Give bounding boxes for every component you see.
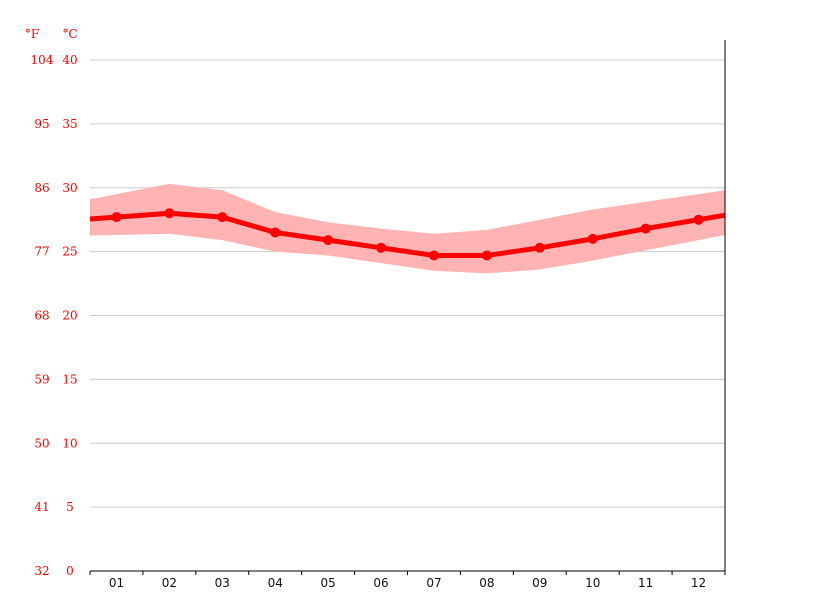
- data-point: [428, 250, 439, 261]
- x-tick-label: 09: [532, 576, 547, 590]
- celsius-unit-label: °C: [62, 27, 77, 41]
- data-point: [323, 235, 334, 246]
- celsius-tick-label: 35: [62, 117, 77, 131]
- x-tick-label: 12: [691, 576, 706, 590]
- fahrenheit-tick-label: 41: [34, 500, 49, 514]
- data-point: [693, 214, 704, 225]
- celsius-tick-label: 40: [62, 53, 77, 67]
- celsius-tick-label: 30: [62, 181, 77, 195]
- grid-lines: [90, 59, 725, 572]
- x-tick-label: 02: [162, 576, 177, 590]
- axes: [89, 40, 726, 575]
- fahrenheit-tick-label: 95: [34, 117, 49, 131]
- fahrenheit-tick-label: 50: [34, 436, 49, 450]
- x-tick-label: 07: [426, 576, 441, 590]
- celsius-tick-label: 0: [66, 564, 74, 578]
- x-tick-label: 04: [268, 576, 283, 590]
- x-tick-label: 08: [479, 576, 494, 590]
- temperature-series-line: [89, 210, 726, 258]
- data-point: [481, 250, 492, 261]
- fahrenheit-tick-label: 86: [34, 181, 49, 195]
- fahrenheit-tick-label: 104: [31, 53, 54, 67]
- fahrenheit-tick-label: 59: [34, 372, 49, 386]
- data-point: [270, 227, 281, 238]
- x-tick-label: 05: [320, 576, 335, 590]
- fahrenheit-tick-label: 32: [34, 564, 49, 578]
- axis-labels: °F °C 3241505968778695104051015202530354…: [25, 27, 706, 590]
- data-points: [111, 208, 704, 261]
- fahrenheit-tick-label: 68: [34, 309, 49, 323]
- x-tick-label: 06: [373, 576, 388, 590]
- x-tick-label: 10: [585, 576, 600, 590]
- celsius-tick-label: 5: [66, 500, 74, 514]
- celsius-tick-label: 10: [62, 436, 77, 450]
- data-point: [587, 233, 598, 244]
- temperature-range-band: [90, 183, 725, 274]
- data-point: [534, 242, 545, 253]
- fahrenheit-tick-label: 77: [34, 245, 49, 259]
- celsius-tick-label: 25: [62, 245, 77, 259]
- data-point: [217, 212, 228, 223]
- data-point: [111, 212, 122, 223]
- fahrenheit-unit-label: °F: [25, 27, 39, 41]
- x-tick-label: 01: [109, 576, 124, 590]
- data-point: [164, 208, 175, 219]
- x-tick-label: 11: [638, 576, 653, 590]
- celsius-tick-label: 20: [62, 309, 77, 323]
- data-point: [640, 223, 651, 234]
- celsius-tick-label: 15: [62, 372, 77, 386]
- x-tick-label: 03: [215, 576, 230, 590]
- data-point: [376, 242, 387, 253]
